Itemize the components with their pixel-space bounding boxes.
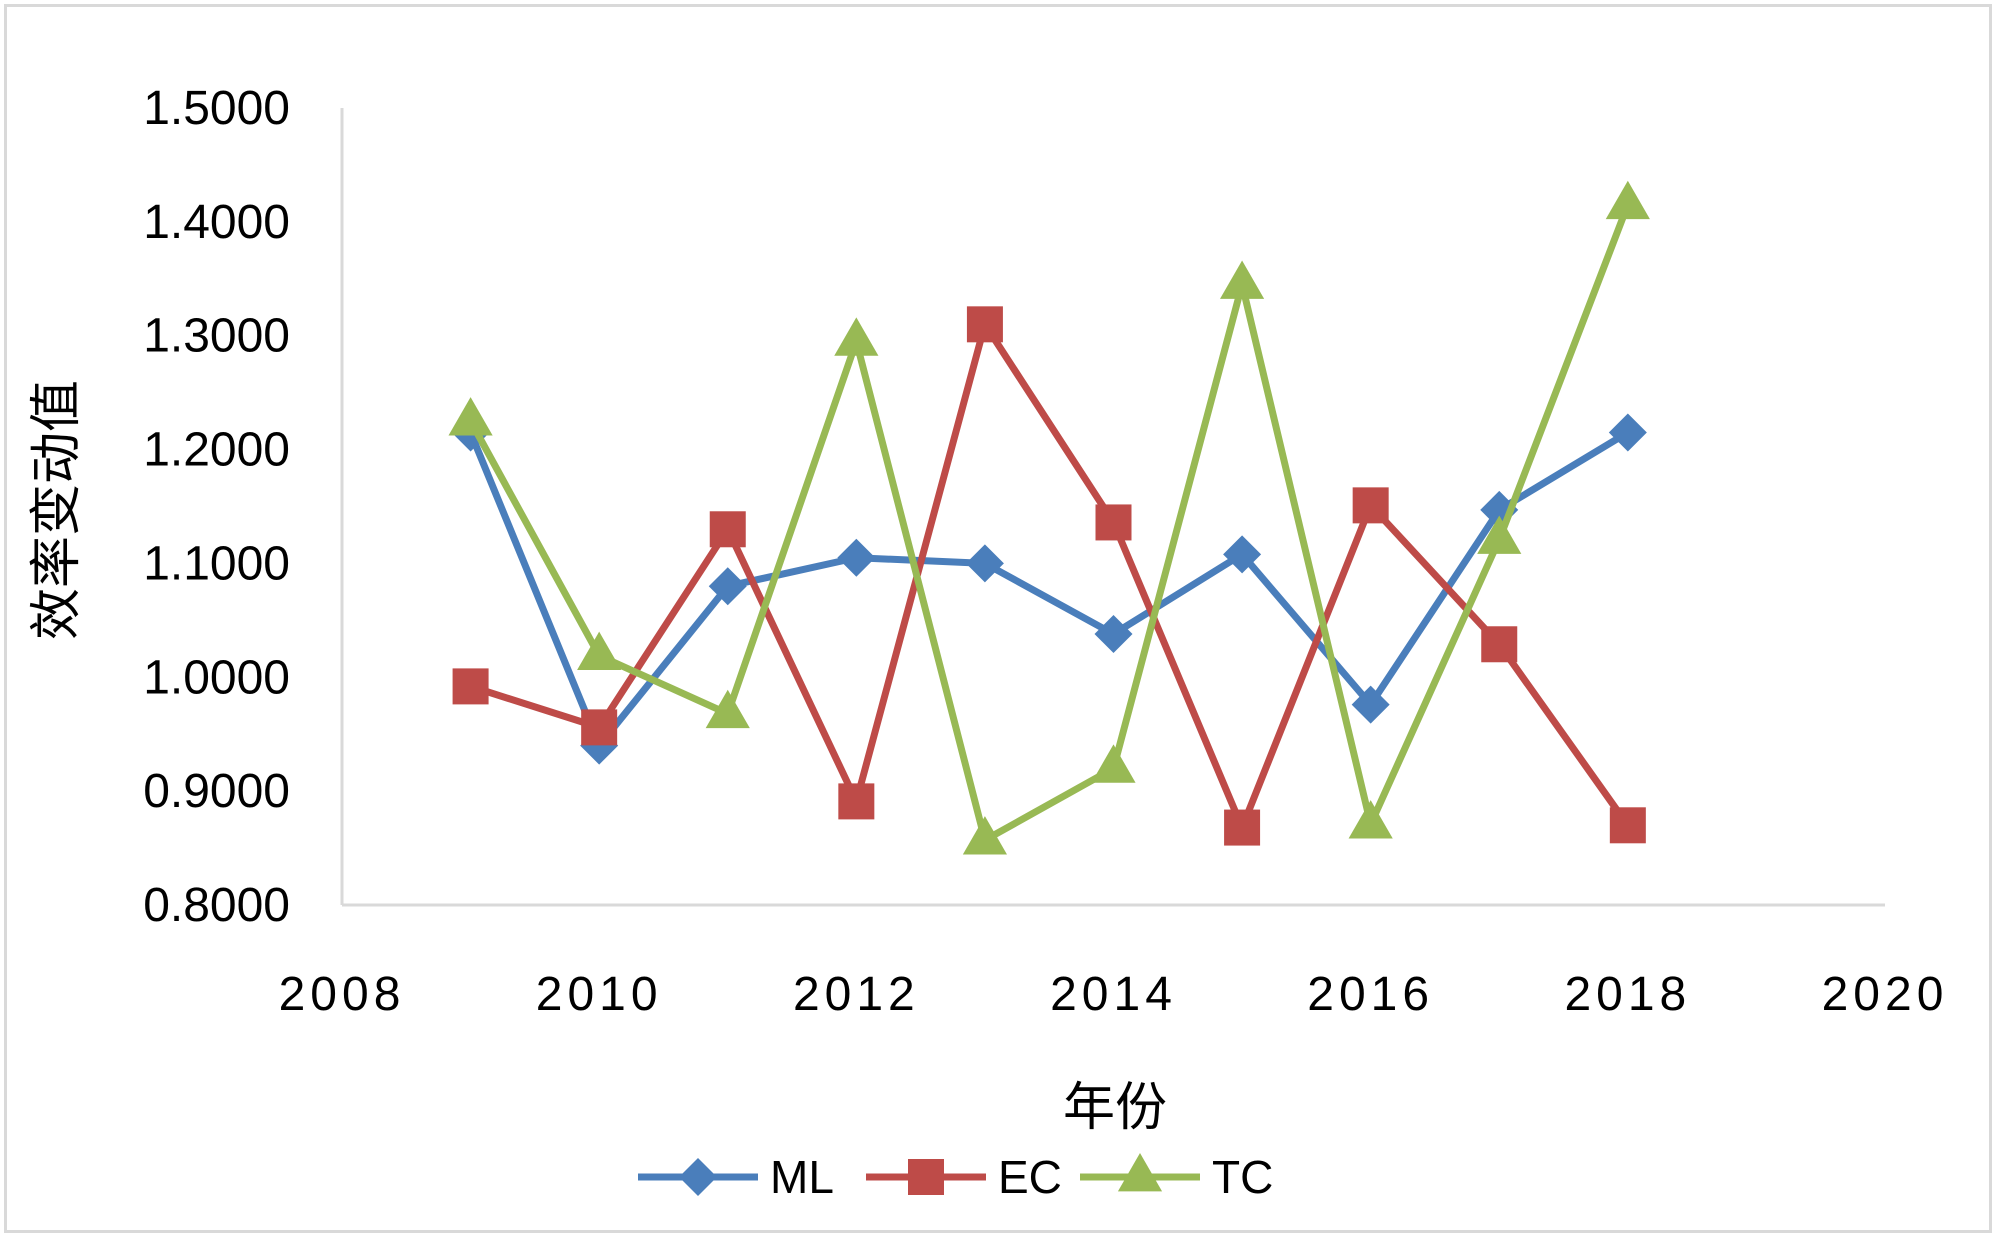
data-point-ml — [1223, 535, 1262, 574]
data-point-ml — [1094, 615, 1133, 654]
y-tick-label: 1.0000 — [143, 651, 290, 704]
data-point-ec — [1095, 504, 1132, 541]
legend-marker-tc — [1117, 1153, 1163, 1192]
data-point-tc — [1605, 180, 1650, 220]
axes — [340, 108, 1885, 907]
data-point-ec — [966, 306, 1003, 343]
legend-item-ec: EC — [866, 1151, 1062, 1203]
y-tick-label: 1.3000 — [143, 310, 290, 363]
series — [448, 180, 1650, 855]
x-tick-label: 2014 — [1050, 968, 1177, 1021]
legend-item-ml: ML — [638, 1151, 834, 1203]
legend-item-tc: TC — [1080, 1151, 1273, 1203]
data-point-ml — [708, 567, 747, 606]
legend: ML EC TC — [638, 1151, 1273, 1203]
data-point-tc — [962, 816, 1007, 855]
y-tick-label: 1.2000 — [143, 424, 290, 477]
x-axis-title: 年份 — [1063, 1078, 1167, 1138]
series-ec — [452, 306, 1646, 846]
x-tick-label: 2012 — [793, 968, 920, 1021]
series-line-ml — [467, 428, 1632, 750]
data-point-tc — [705, 689, 750, 729]
data-point-ml — [1351, 685, 1390, 724]
x-tick-label: 2016 — [1307, 968, 1434, 1021]
data-point-ml — [1608, 413, 1647, 452]
y-tick-label: 0.8000 — [143, 879, 290, 932]
data-point-ec — [709, 511, 746, 548]
legend-marker-ec — [908, 1159, 944, 1195]
data-point-ec — [1224, 809, 1261, 846]
y-tick-labels: 0.8000 0.9000 1.0000 1.1000 1.2000 1.3000 1.40… — [143, 82, 290, 932]
data-point-ml — [965, 544, 1004, 583]
y-tick-label: 1.5000 — [143, 82, 290, 135]
x-tick-labels: 2008 2010 2012 2014 2016 2018 2020 — [279, 968, 1949, 1021]
legend-label-ml: ML — [770, 1151, 834, 1203]
data-point-tc — [1220, 260, 1265, 299]
data-point-ec — [452, 668, 489, 705]
data-point-tc — [1091, 744, 1136, 783]
legend-label-ec: EC — [998, 1151, 1062, 1203]
series-tc — [448, 180, 1650, 855]
y-tick-label: 0.9000 — [143, 765, 290, 818]
data-point-ec — [581, 709, 618, 746]
x-tick-label: 2008 — [279, 968, 406, 1021]
legend-marker-ml — [679, 1158, 717, 1196]
y-tick-label: 1.4000 — [143, 196, 290, 249]
data-point-tc — [1477, 515, 1522, 554]
y-axis-title: 效率变动值 — [27, 380, 87, 640]
x-tick-label: 2020 — [1822, 968, 1949, 1021]
series-ml — [451, 413, 1647, 765]
series-line-tc — [467, 201, 1632, 844]
x-tick-label: 2010 — [536, 968, 663, 1021]
data-point-ec — [1352, 487, 1389, 524]
chart-frame — [4, 4, 1992, 1233]
data-point-ec — [1481, 626, 1518, 663]
series-line-ec — [467, 320, 1632, 832]
data-point-tc — [577, 631, 622, 671]
x-tick-label: 2018 — [1564, 968, 1691, 1021]
legend-label-tc: TC — [1212, 1151, 1273, 1203]
data-point-tc — [1348, 800, 1393, 839]
data-point-ec — [1609, 807, 1646, 844]
data-point-tc — [448, 397, 493, 436]
y-tick-label: 1.1000 — [143, 537, 290, 590]
data-point-tc — [834, 317, 879, 356]
data-point-ec — [838, 783, 875, 820]
data-point-ml — [837, 538, 876, 577]
